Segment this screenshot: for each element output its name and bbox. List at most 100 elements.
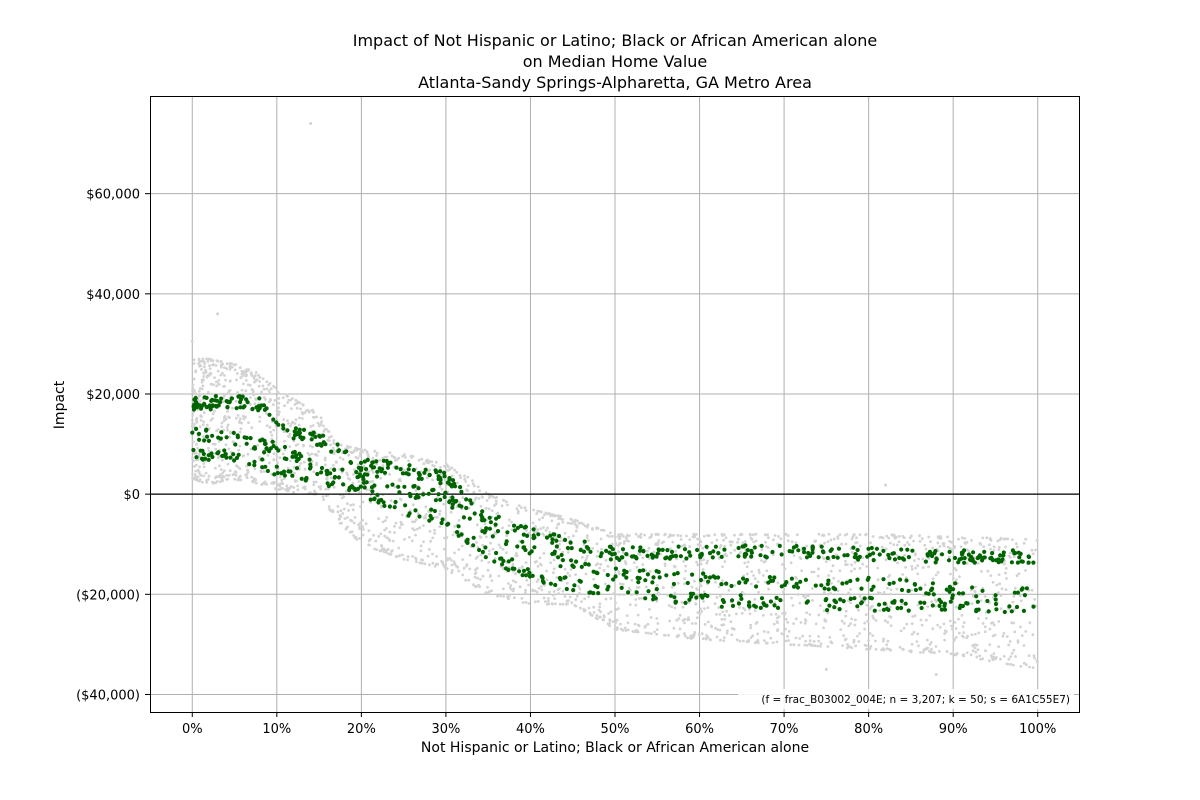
bootstrap-point [803, 643, 807, 647]
bootstrap-point [540, 588, 544, 592]
bootstrap-point [563, 567, 567, 571]
bootstrap-point [1019, 665, 1023, 668]
bootstrap-point [455, 481, 459, 485]
bootstrap-point [827, 532, 831, 536]
bootstrap-point [887, 536, 891, 540]
bootstrap-point [209, 418, 213, 422]
estimate-point [336, 449, 341, 454]
bootstrap-point [710, 625, 714, 629]
estimate-point [480, 529, 485, 534]
bootstrap-point [380, 544, 383, 547]
estimate-point [956, 591, 962, 596]
estimate-point [456, 533, 461, 538]
estimate-point [556, 533, 562, 539]
bootstrap-point [722, 639, 726, 643]
estimate-point [959, 556, 964, 561]
bootstrap-point [460, 544, 464, 548]
estimate-point [816, 555, 821, 560]
bootstrap-point [974, 585, 977, 589]
estimate-point [819, 544, 824, 549]
bootstrap-point [694, 622, 698, 625]
bootstrap-point [703, 607, 706, 610]
bootstrap-point [484, 506, 488, 510]
bootstrap-point [626, 621, 630, 625]
bootstrap-point [936, 541, 940, 545]
bootstrap-point [317, 450, 320, 453]
estimate-point [898, 577, 903, 582]
bootstrap-point [468, 567, 472, 571]
estimate-point [197, 437, 202, 442]
bootstrap-point [231, 440, 235, 444]
estimate-point [791, 584, 797, 589]
bootstrap-point [251, 479, 254, 483]
bootstrap-point [899, 629, 903, 633]
bootstrap-point [958, 575, 961, 578]
bootstrap-point [235, 378, 239, 382]
estimate-point [290, 473, 295, 478]
bootstrap-point [644, 585, 648, 589]
bootstrap-point [847, 624, 851, 628]
bootstrap-point [435, 515, 439, 519]
bootstrap-point [273, 399, 277, 402]
bootstrap-point [654, 543, 658, 546]
bootstrap-point [443, 464, 446, 468]
bootstrap-point [386, 547, 390, 551]
bootstrap-point [362, 528, 365, 531]
bootstrap-point [276, 461, 279, 465]
bootstrap-point [853, 567, 856, 571]
estimate-point [260, 437, 265, 442]
estimate-point [730, 598, 735, 603]
estimate-point [244, 441, 249, 446]
bootstrap-point [351, 481, 355, 485]
estimate-point [877, 602, 882, 607]
estimate-point [548, 581, 554, 586]
bootstrap-point [784, 617, 788, 621]
bootstrap-point [324, 487, 328, 491]
bootstrap-point [359, 505, 362, 508]
estimate-point [684, 556, 689, 561]
estimate-point [261, 403, 267, 408]
estimate-point [857, 554, 862, 560]
bootstrap-point [663, 562, 667, 566]
estimate-point [964, 601, 969, 606]
estimate-point [407, 463, 412, 468]
bootstrap-point [487, 561, 491, 564]
bootstrap-point [868, 632, 872, 635]
bootstrap-point [490, 494, 494, 498]
bootstrap-point [525, 529, 528, 532]
bootstrap-point [310, 452, 314, 456]
bootstrap-point [384, 519, 387, 522]
estimate-point [668, 554, 673, 560]
estimate-point [932, 551, 937, 556]
bootstrap-point [853, 561, 857, 564]
bootstrap-point [463, 477, 467, 481]
bootstrap-point [674, 549, 678, 553]
bootstrap-point [587, 539, 590, 542]
bootstrap-point [329, 476, 333, 480]
estimate-point [550, 540, 555, 545]
bootstrap-point [310, 409, 314, 412]
bootstrap-point [194, 370, 198, 374]
bootstrap-point [840, 542, 843, 546]
bootstrap-point [598, 605, 602, 609]
bootstrap-point [224, 378, 227, 382]
estimate-point [746, 603, 752, 608]
bootstrap-point [992, 623, 996, 627]
bootstrap-point [721, 579, 724, 582]
bootstrap-point [228, 469, 232, 473]
bootstrap-point [926, 646, 930, 650]
estimate-point [754, 584, 759, 589]
bootstrap-point [361, 500, 365, 504]
bootstrap-point [238, 430, 242, 434]
bootstrap-point [656, 533, 660, 537]
bootstrap-point [942, 544, 946, 548]
estimate-point [520, 539, 525, 544]
bootstrap-point [253, 380, 256, 384]
bootstrap-point [217, 379, 221, 382]
bootstrap-point [341, 512, 345, 515]
bootstrap-point [476, 576, 479, 580]
bootstrap-point [214, 475, 218, 478]
estimate-point [362, 485, 367, 490]
bootstrap-point [473, 575, 477, 579]
bootstrap-point [976, 648, 980, 651]
